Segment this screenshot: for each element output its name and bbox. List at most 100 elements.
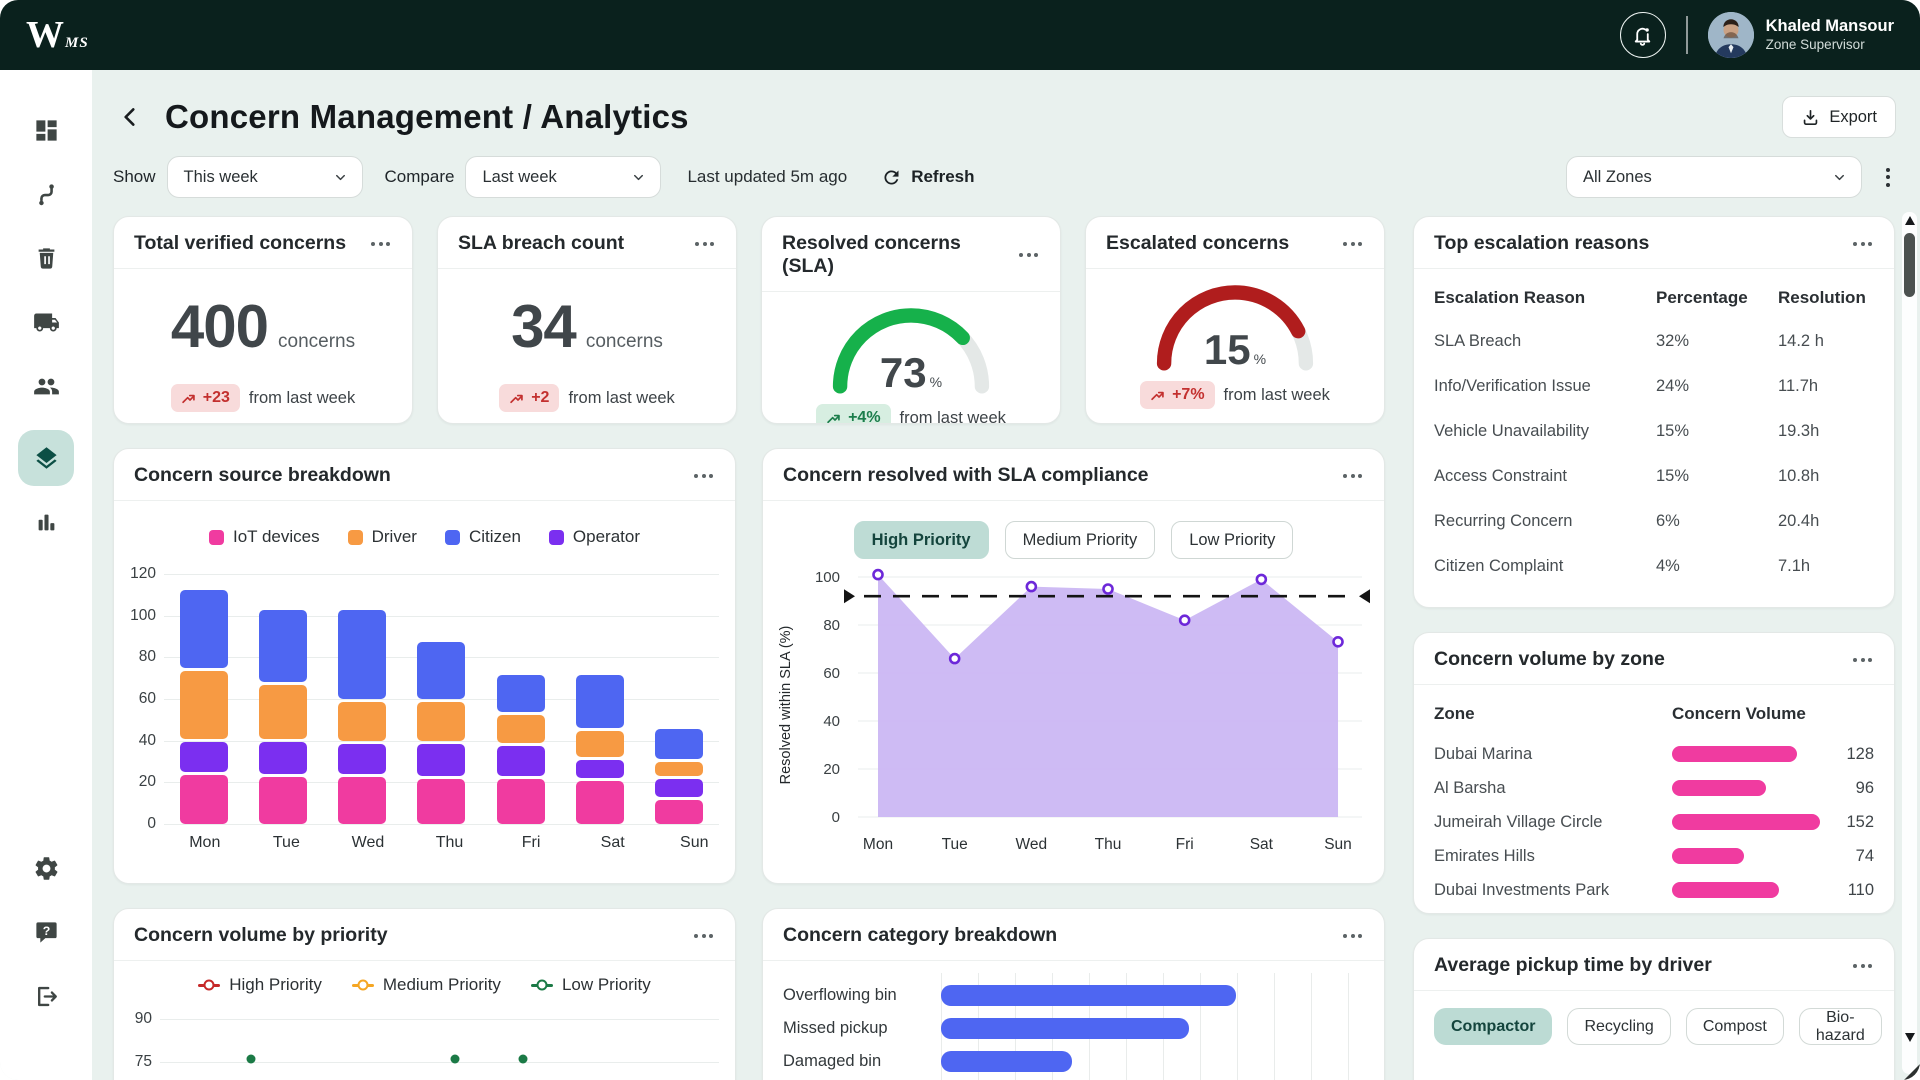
card-title: Concern source breakdown bbox=[134, 464, 391, 486]
scroll-up-arrow[interactable] bbox=[1904, 216, 1915, 225]
y-tick-label: 80 bbox=[138, 648, 156, 666]
card-menu-kebab[interactable] bbox=[369, 236, 392, 252]
kpi-card-total-verified: Total verified concerns 400 concerns bbox=[113, 216, 413, 424]
table-cell: Access Constraint bbox=[1434, 467, 1567, 485]
bar-segment bbox=[417, 641, 466, 699]
compare-select[interactable]: Last week bbox=[465, 156, 662, 198]
delta-note: from last week bbox=[899, 408, 1006, 424]
priority-tabs: High Priority Medium Priority Low Priority bbox=[763, 521, 1384, 559]
y-tick-label: 100 bbox=[130, 606, 156, 624]
zone-value: 96 bbox=[1855, 778, 1874, 797]
card-title: Resolved concerns (SLA) bbox=[782, 232, 961, 277]
bar-segment bbox=[576, 731, 625, 758]
card-menu-kebab[interactable] bbox=[1017, 247, 1040, 263]
sidebar-item-trucks[interactable] bbox=[18, 302, 74, 342]
column-header: Zone bbox=[1434, 704, 1475, 723]
dashboard-icon bbox=[33, 117, 60, 144]
sidebar-item-help[interactable]: ? bbox=[18, 912, 74, 952]
export-button[interactable]: Export bbox=[1782, 96, 1896, 138]
gridline bbox=[164, 824, 719, 825]
back-button[interactable] bbox=[113, 100, 147, 134]
scrollbar-thumb[interactable] bbox=[1904, 233, 1915, 297]
compare-select-value: Last week bbox=[482, 167, 557, 186]
chip-compost[interactable]: Compost bbox=[1685, 1008, 1784, 1045]
bar-segment bbox=[258, 610, 307, 683]
zone-bar bbox=[1672, 848, 1745, 864]
card-menu-kebab[interactable] bbox=[1851, 958, 1874, 974]
zone-select[interactable]: All Zones bbox=[1566, 156, 1862, 198]
tab-high-priority[interactable]: High Priority bbox=[853, 521, 989, 559]
sidebar-item-analytics[interactable] bbox=[18, 502, 74, 542]
zone-name: Al Barsha bbox=[1434, 778, 1506, 797]
plot-area bbox=[164, 574, 719, 825]
category-bar-track bbox=[941, 1018, 1362, 1039]
compare-label: Compare bbox=[384, 167, 455, 186]
table-cell: Vehicle Unavailability bbox=[1434, 422, 1590, 440]
legend-item: Medium Priority bbox=[351, 975, 501, 995]
chip-recycling[interactable]: Recycling bbox=[1567, 1008, 1671, 1045]
card-menu-kebab[interactable] bbox=[1341, 236, 1364, 252]
table-cell: Info/Verification Issue bbox=[1434, 377, 1591, 395]
table-cell: 14.2 h bbox=[1778, 332, 1824, 350]
sidebar-item-concerns[interactable] bbox=[18, 430, 74, 486]
card-menu-kebab[interactable] bbox=[1341, 928, 1364, 944]
refresh-button[interactable]: Refresh bbox=[875, 166, 980, 189]
delta-badge: +2 bbox=[499, 384, 560, 412]
sidebar-item-logout[interactable] bbox=[18, 976, 74, 1016]
category-bar-track bbox=[941, 985, 1362, 1006]
table-cell: 6% bbox=[1656, 512, 1680, 530]
table-row: Vehicle Unavailability 15% 19.3h bbox=[1434, 409, 1874, 454]
y-tick-label: 0 bbox=[147, 815, 156, 832]
card-title: Concern resolved with SLA compliance bbox=[783, 464, 1149, 486]
window-resize-grip[interactable] bbox=[1904, 1064, 1920, 1080]
y-axis-labels: 90 75 bbox=[114, 1007, 160, 1080]
bar-segment bbox=[417, 743, 466, 777]
sidebar-item-bins[interactable] bbox=[18, 238, 74, 278]
sidebar-item-drivers[interactable] bbox=[18, 366, 74, 406]
table-cell: 15% bbox=[1656, 467, 1690, 485]
legend-label: Citizen bbox=[468, 527, 521, 546]
kpi-card-sla-breach: SLA breach count 34 concerns bbox=[437, 216, 737, 424]
tab-low-priority[interactable]: Low Priority bbox=[1171, 521, 1294, 559]
card-menu-kebab[interactable] bbox=[1341, 468, 1364, 484]
scroll-down-arrow[interactable] bbox=[1904, 1033, 1915, 1042]
y-tick-label: 75 bbox=[134, 1053, 152, 1071]
chip-bio-hazard[interactable]: Bio-hazard bbox=[1798, 1008, 1882, 1045]
tab-medium-priority[interactable]: Medium Priority bbox=[1004, 521, 1156, 559]
more-options-kebab[interactable] bbox=[1880, 162, 1896, 193]
card-menu-kebab[interactable] bbox=[1851, 652, 1874, 668]
legend-label: High Priority bbox=[229, 975, 322, 994]
notifications-button[interactable] bbox=[1619, 12, 1666, 58]
chevron-down-icon bbox=[631, 170, 646, 185]
chart-card-source-breakdown: Concern source breakdown IoT devices Driv… bbox=[113, 448, 736, 884]
column-header: Escalation Reason bbox=[1434, 288, 1586, 307]
card-menu-kebab[interactable] bbox=[692, 928, 715, 944]
card-title: Average pickup time by driver bbox=[1434, 954, 1712, 976]
bar-segment bbox=[576, 781, 625, 824]
show-select[interactable]: This week bbox=[166, 156, 363, 198]
sidebar-item-dashboard[interactable] bbox=[18, 110, 74, 150]
drivers-icon bbox=[33, 373, 60, 400]
card-menu-kebab[interactable] bbox=[1851, 236, 1874, 252]
sidebar-item-routes[interactable] bbox=[18, 174, 74, 214]
topbar: W MS bbox=[0, 0, 1920, 70]
table-header: Escalation Reason Percentage Resolution bbox=[1434, 275, 1874, 319]
stacked-bar-chart: 120 100 80 60 40 20 0 bbox=[114, 565, 735, 832]
user-menu[interactable]: Khaled Mansour Zone Supervisor bbox=[1707, 12, 1894, 58]
zone-row: Dubai Investments Park 110 bbox=[1434, 873, 1874, 907]
vertical-scrollbar[interactable] bbox=[1902, 212, 1917, 1074]
sidebar-item-settings[interactable] bbox=[18, 848, 74, 888]
bar-group bbox=[164, 574, 243, 824]
card-menu-kebab[interactable] bbox=[692, 468, 715, 484]
svg-text:60: 60 bbox=[823, 665, 840, 682]
zone-bar-track bbox=[1672, 780, 1828, 796]
legend-item: High Priority bbox=[198, 975, 322, 995]
gauge-unit: % bbox=[929, 374, 943, 390]
y-tick-label: 20 bbox=[138, 773, 156, 791]
card-menu-kebab[interactable] bbox=[693, 236, 716, 252]
table-cell: Recurring Concern bbox=[1434, 512, 1573, 530]
last-updated-text: Last updated 5m ago bbox=[687, 167, 848, 186]
chip-compactor[interactable]: Compactor bbox=[1434, 1008, 1553, 1045]
chevron-down-icon bbox=[333, 170, 348, 185]
